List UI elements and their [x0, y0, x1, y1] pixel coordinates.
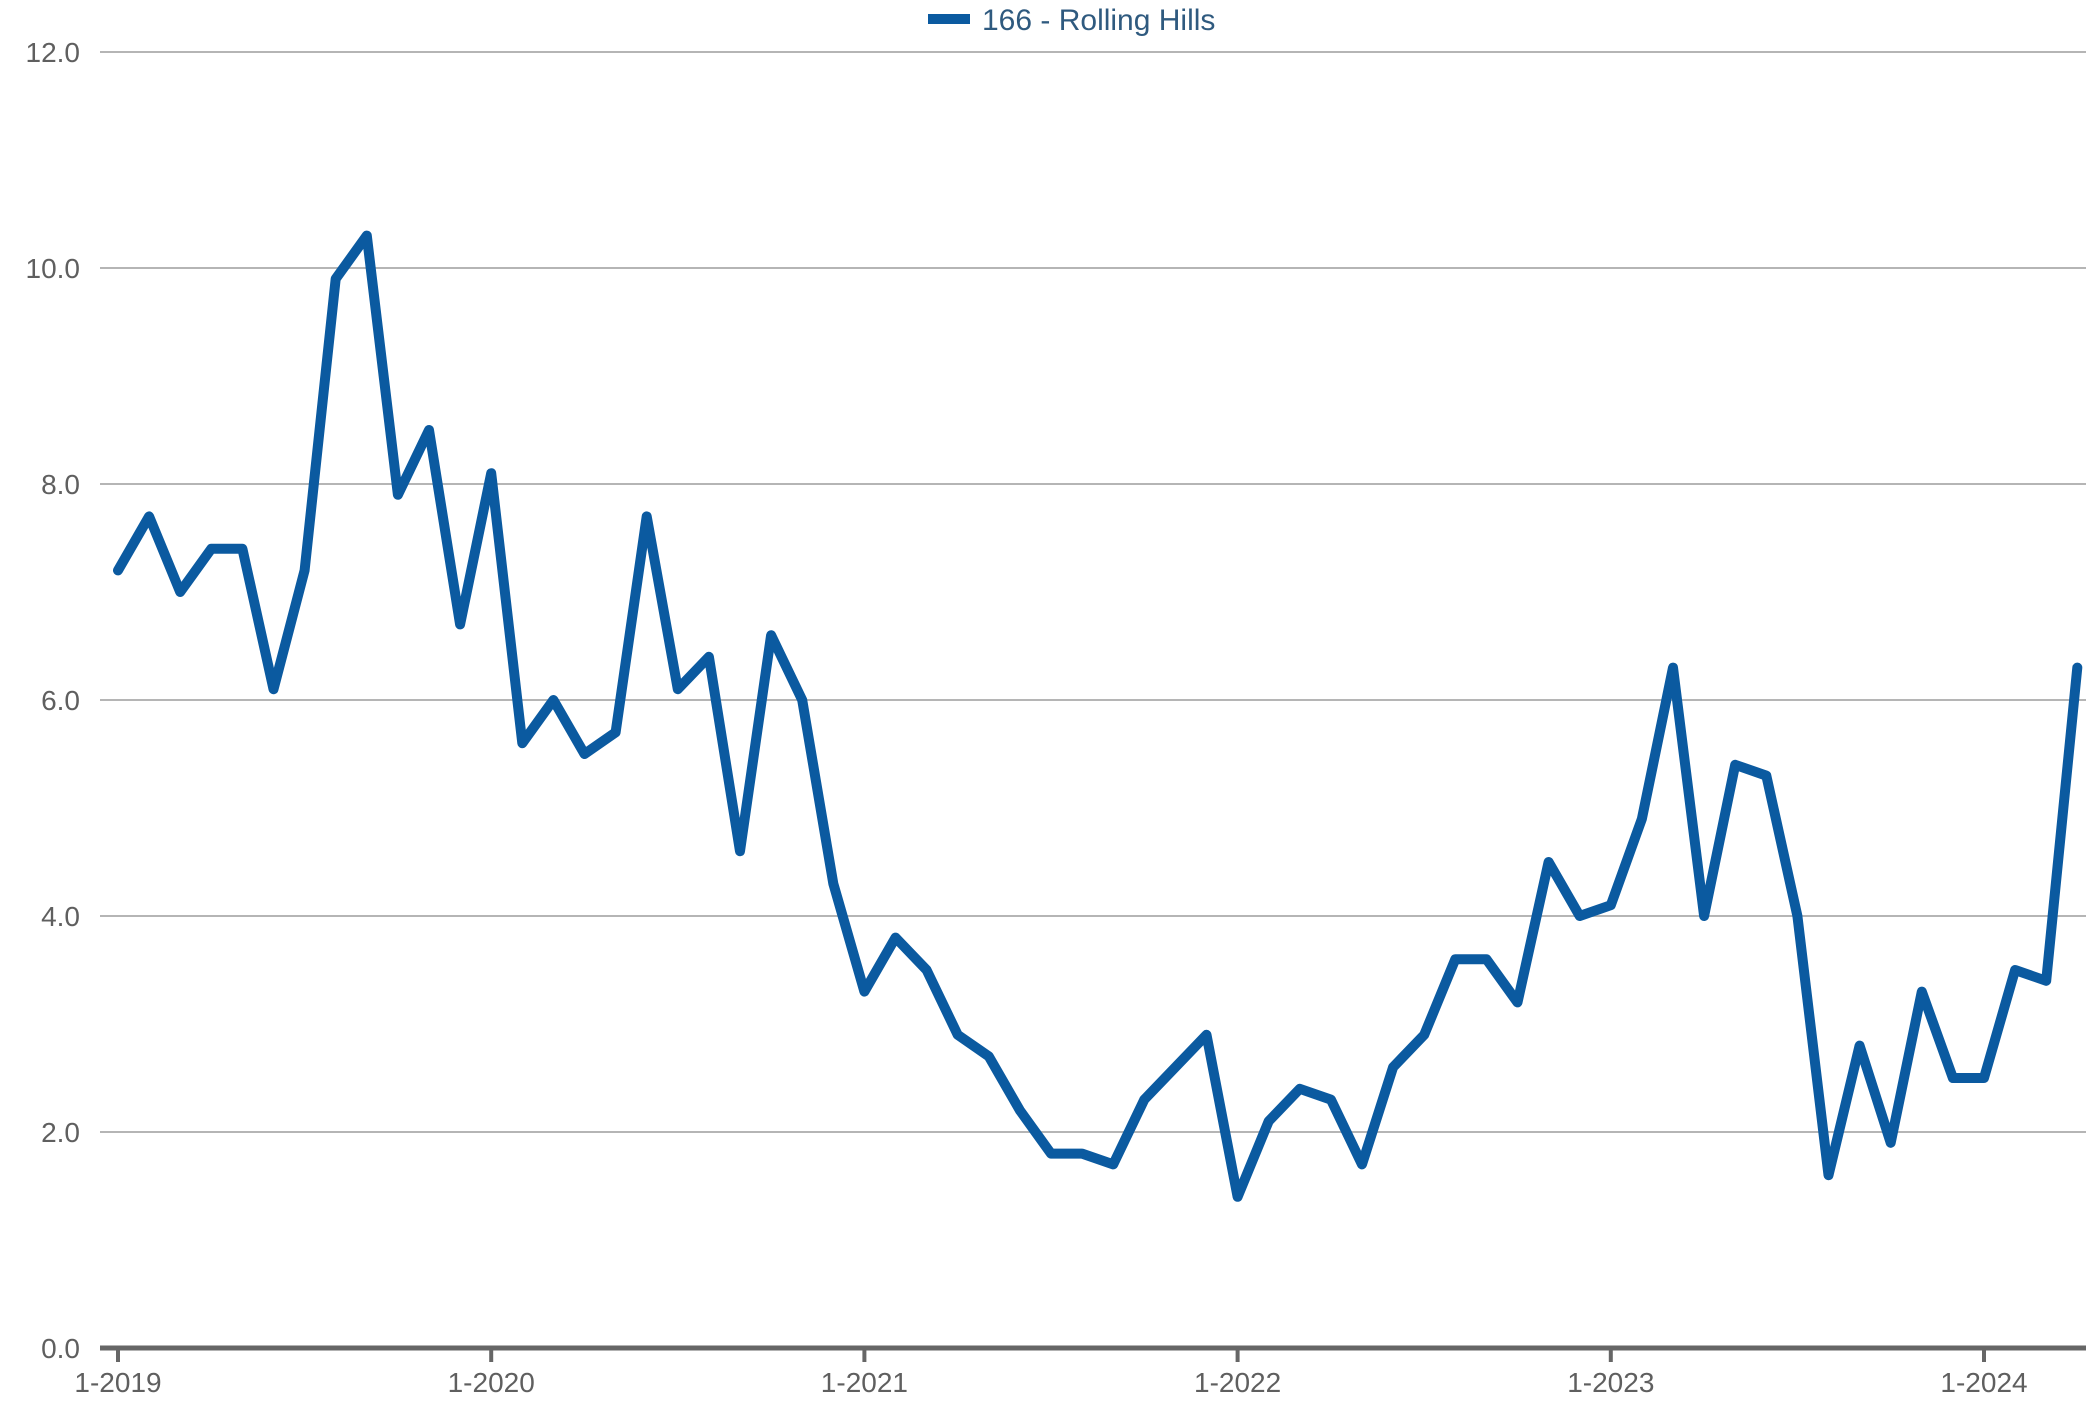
- x-tick-label: 1-2022: [1194, 1367, 1281, 1398]
- legend: 166 - Rolling Hills: [928, 4, 1215, 37]
- y-tick-label: 10.0: [26, 253, 81, 284]
- x-tick-label: 1-2021: [821, 1367, 908, 1398]
- y-tick-label: 0.0: [41, 1333, 80, 1364]
- x-tick-label: 1-2020: [448, 1367, 535, 1398]
- y-tick-label: 4.0: [41, 901, 80, 932]
- legend-swatch: [928, 14, 970, 24]
- y-axis-tick-labels: 0.0 2.0 4.0 6.0 8.0 10.0 12.0: [26, 37, 81, 1364]
- legend-label: 166 - Rolling Hills: [982, 4, 1215, 37]
- gridlines: [100, 51, 2086, 1133]
- x-axis-ticks: 1-2019 1-2020 1-2021 1-2022 1-2023 1-2024: [74, 1348, 2028, 1398]
- series-line: [113, 230, 2083, 1202]
- y-tick-label: 8.0: [41, 469, 80, 500]
- y-tick-label: 2.0: [41, 1117, 80, 1148]
- y-tick-label: 12.0: [26, 37, 81, 68]
- x-tick-label: 1-2024: [1940, 1367, 2027, 1398]
- x-tick-label: 1-2023: [1567, 1367, 1654, 1398]
- series-layer: [113, 230, 2083, 1202]
- x-tick-label: 1-2019: [74, 1367, 161, 1398]
- y-tick-label: 6.0: [41, 685, 80, 716]
